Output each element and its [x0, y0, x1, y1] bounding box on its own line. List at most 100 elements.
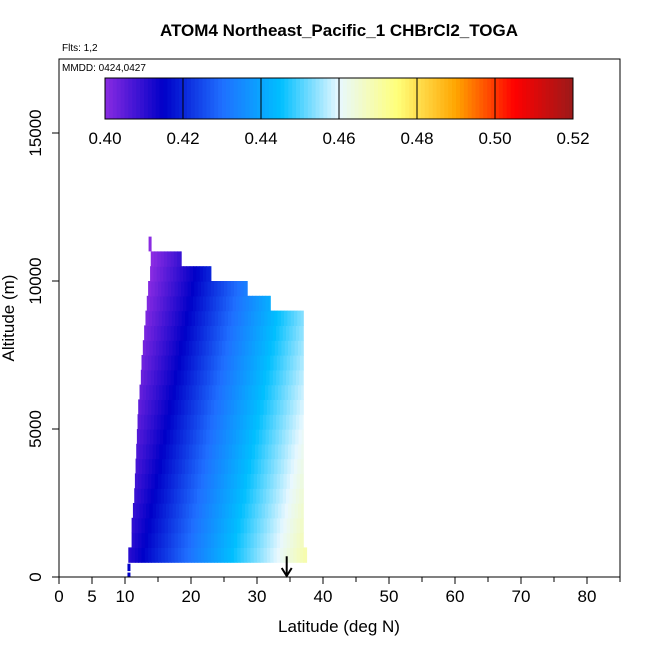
heatmap-cell	[214, 458, 219, 474]
heatmap-cell	[274, 384, 279, 400]
heatmap-cell	[165, 384, 170, 400]
heatmap-cell	[247, 355, 251, 371]
heatmap-cell	[273, 473, 278, 489]
heatmap-cell	[194, 473, 199, 489]
heatmap-cell	[243, 488, 248, 504]
heatmap-cell	[254, 310, 259, 326]
heatmap-cell	[197, 281, 202, 297]
heatmap-cell	[200, 414, 205, 430]
heatmap-cell	[164, 399, 169, 415]
extra-mark	[127, 563, 131, 572]
heatmap-cell	[210, 473, 215, 489]
heatmap-cell	[175, 384, 180, 400]
heatmap-cell	[299, 532, 304, 548]
heatmap-cell	[214, 547, 218, 563]
heatmap-cell	[164, 281, 169, 297]
heatmap-cell	[185, 310, 189, 326]
heatmap-cell	[193, 369, 198, 386]
colorbar-segment	[389, 78, 395, 119]
heatmap-cell	[169, 503, 174, 519]
colorbar-segment	[311, 78, 317, 119]
heatmap-cell	[263, 517, 268, 534]
heatmap-cell	[260, 458, 265, 474]
heatmap-cell	[158, 517, 162, 534]
x-tick-label: 5	[87, 587, 96, 606]
heatmap-cell	[154, 517, 159, 534]
heatmap-cell	[231, 310, 236, 326]
heatmap-cell	[261, 443, 266, 460]
heatmap-cell	[218, 384, 223, 400]
heatmap-cell	[171, 517, 176, 534]
colorbar-tick-label: 0.42	[166, 129, 199, 148]
heatmap-cell	[205, 443, 210, 460]
heatmap-cell	[180, 325, 185, 341]
colorbar-segment	[366, 78, 371, 119]
colorbar-tick-label: 0.44	[244, 129, 277, 148]
colorbar-segment	[506, 78, 512, 119]
heatmap-cell	[236, 369, 241, 386]
heatmap-cell	[281, 503, 286, 519]
heatmap-cell	[274, 458, 279, 474]
heatmap-cell	[247, 532, 251, 548]
heatmap-cell	[297, 340, 302, 356]
heatmap-cell	[233, 488, 238, 504]
heatmap-cell	[253, 547, 258, 563]
heatmap-cell	[231, 384, 236, 400]
heatmap-cell	[259, 325, 264, 341]
heatmap-cell	[299, 325, 304, 341]
heatmap-cell	[159, 384, 164, 400]
heatmap-cell	[161, 310, 166, 326]
heatmap-cell	[159, 503, 164, 519]
heatmap-cell	[264, 310, 269, 326]
heatmap-cell	[261, 340, 266, 356]
heatmap-cell	[299, 473, 304, 489]
colorbar-segment	[440, 78, 445, 119]
heatmap-cell	[208, 384, 213, 400]
heatmap-cell	[218, 458, 222, 474]
heatmap-cell	[227, 517, 232, 534]
heatmap-cell	[171, 281, 176, 297]
heatmap-cell	[231, 458, 236, 474]
heatmap-cell	[170, 325, 175, 341]
heatmap-cell	[161, 473, 166, 489]
heatmap-cell	[147, 325, 152, 341]
heatmap-cell	[217, 399, 222, 415]
heatmap-cell	[278, 340, 283, 356]
heatmap-cell	[177, 369, 182, 386]
heatmap-cell	[151, 355, 156, 371]
colorbar-segment	[436, 78, 441, 119]
colorbar-segment	[280, 78, 285, 119]
heatmap-cell	[183, 266, 187, 282]
heatmap-cell	[199, 266, 204, 282]
heatmap-cell	[150, 369, 155, 386]
heatmap-cell	[249, 488, 254, 504]
heatmap-cell	[259, 414, 264, 430]
heatmap-cell	[253, 399, 258, 415]
heatmap-cell	[135, 458, 140, 474]
heatmap-cell	[230, 399, 235, 415]
heatmap-cell	[164, 473, 169, 489]
x-tick-label: 50	[380, 587, 399, 606]
heatmap-cell	[293, 355, 298, 371]
heatmap-cell	[198, 503, 203, 519]
heatmap-cell	[287, 458, 292, 474]
heatmap-cell	[270, 458, 275, 474]
heatmap-cell	[216, 488, 221, 504]
colorbar-segment	[241, 78, 246, 119]
heatmap-cell	[239, 325, 244, 341]
heatmap-cell	[253, 414, 257, 430]
heatmap-cell	[172, 443, 177, 460]
heatmap-cell	[146, 340, 151, 356]
heatmap-cell	[149, 503, 154, 519]
colorbar-segment	[342, 78, 348, 119]
colorbar-segment	[124, 78, 129, 119]
heatmap-cell	[243, 369, 248, 386]
heatmap-cell	[156, 266, 161, 282]
colorbar-segment	[108, 78, 114, 119]
heatmap-cell	[154, 547, 159, 563]
heatmap-cell	[297, 458, 302, 474]
heatmap-cell	[180, 488, 185, 504]
heatmap-cell	[229, 429, 234, 445]
heatmap-cell	[235, 340, 240, 356]
heatmap-cell	[301, 340, 304, 356]
